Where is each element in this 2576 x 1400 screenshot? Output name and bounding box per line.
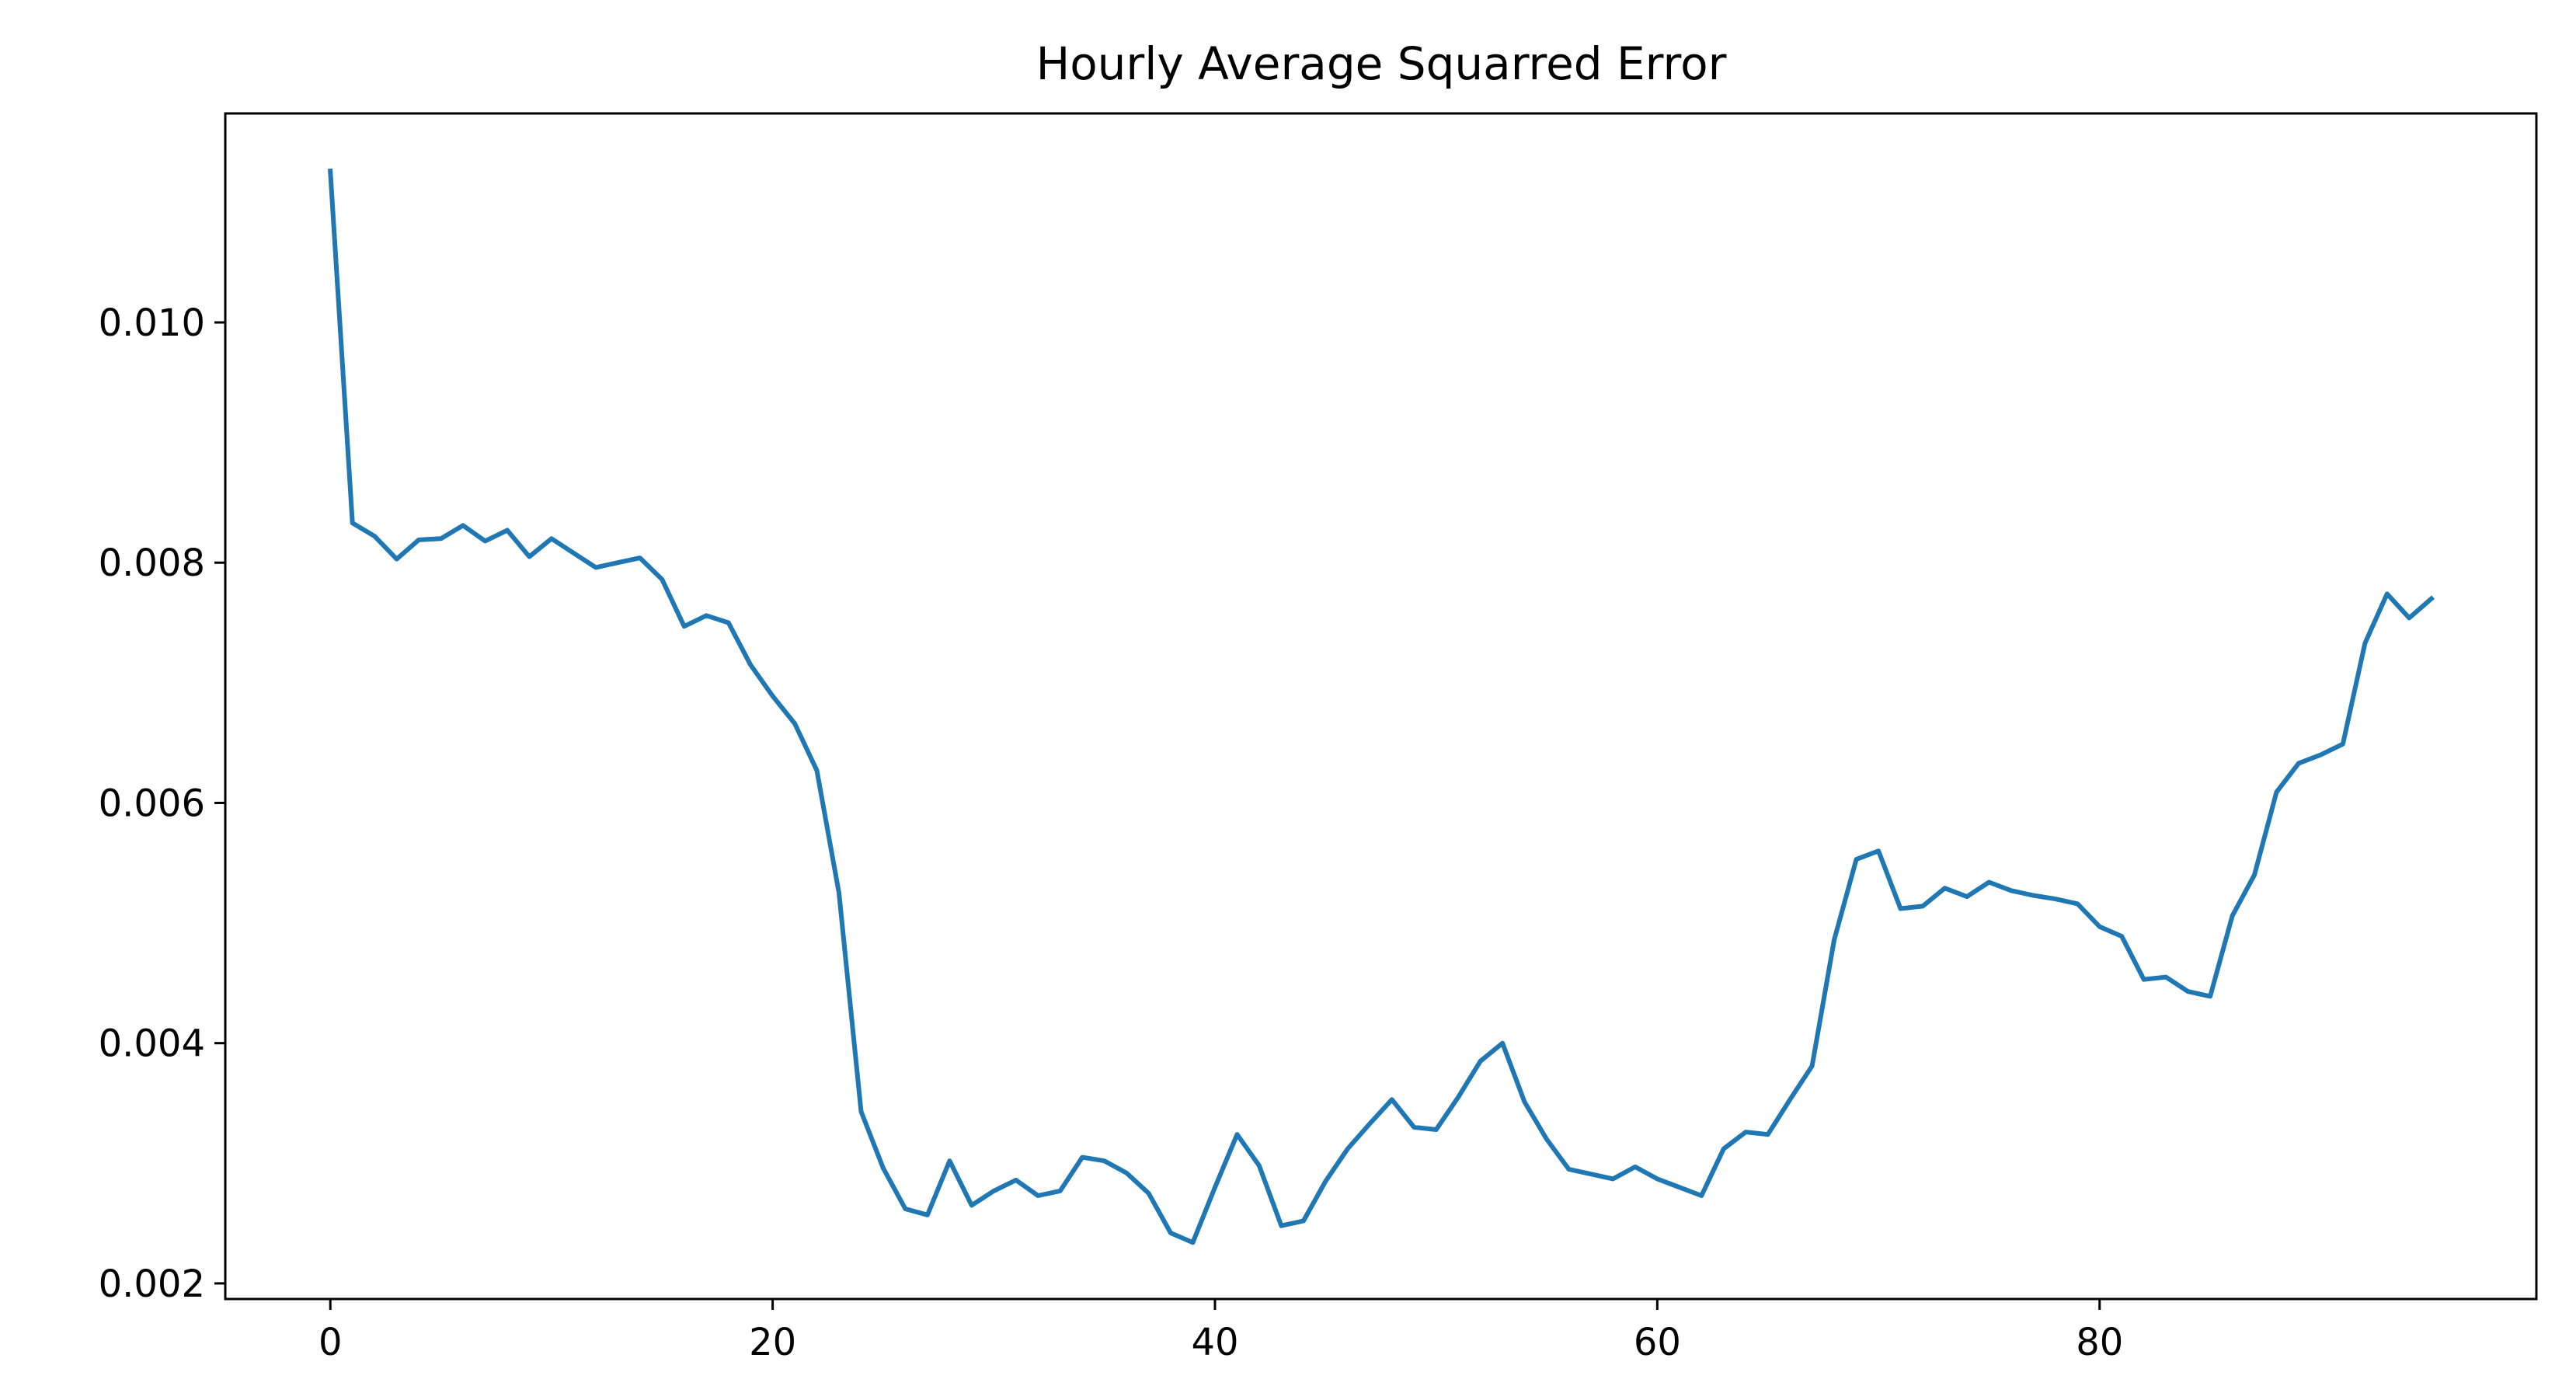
plot-area-frame [224,112,2538,1301]
x-axis: 0 20 40 60 80 [319,1299,2123,1364]
x-tick-label: 20 [749,1321,796,1364]
y-tick-label: 0.006 [99,782,205,825]
x-tick-label: 60 [1634,1321,1681,1364]
x-tick-label: 40 [1191,1321,1238,1364]
y-tick-label: 0.010 [99,301,205,345]
chart-title: Hourly Average Squarred Error [1036,37,1727,90]
plot-series [328,169,2435,1245]
x-tick-label: 0 [319,1321,343,1364]
x-tick-label: 80 [2076,1321,2123,1364]
y-tick-label: 0.002 [99,1262,205,1306]
series-line [328,169,2435,1245]
y-tick-label: 0.008 [99,542,205,585]
y-tick-label: 0.004 [99,1022,205,1066]
y-axis: 0.002 0.004 0.006 0.008 0.010 [99,301,225,1306]
